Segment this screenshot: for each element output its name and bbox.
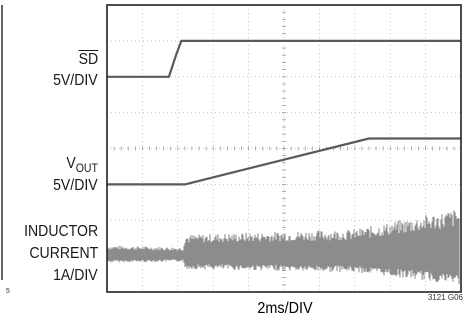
inductor-scale-label: 1A/DIV [53, 267, 98, 284]
trace-vout [107, 137, 461, 186]
x-axis-label: 2ms/DIV [257, 300, 313, 317]
inductor-label-line1: INDUCTOR [23, 223, 98, 240]
vout-scale-label: 5V/DIV [53, 177, 98, 194]
plot-traces [107, 39, 461, 285]
figure-id: 3121 G06 [427, 293, 463, 302]
inductor-label-line2: CURRENT [29, 245, 98, 262]
sd-scale-label: 5V/DIV [53, 72, 98, 89]
left-edge-fragment: 5 [6, 288, 10, 295]
sd-trace-label: SD [78, 51, 98, 68]
trace-inductor-current [107, 210, 460, 285]
plot-frame [106, 4, 462, 293]
trace-sd [107, 39, 461, 78]
vout-trace-label: VOUT [66, 155, 98, 175]
